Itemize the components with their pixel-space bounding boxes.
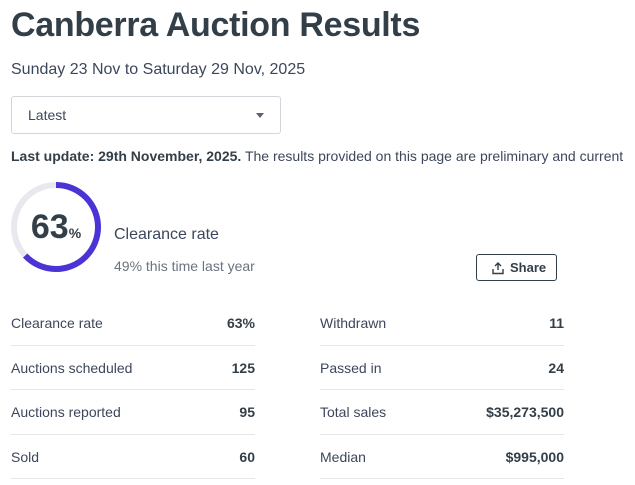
- stat-row: Auctions reported 95: [11, 390, 255, 435]
- ring-value: 63: [30, 208, 69, 246]
- stat-row: Auctions scheduled 125: [11, 346, 255, 390]
- page-title: Canberra Auction Results: [11, 6, 421, 44]
- period-select-value: Latest: [28, 107, 67, 123]
- stat-label: Auctions reported: [11, 404, 121, 420]
- ring-progress: [11, 182, 101, 272]
- stat-row: Withdrawn 11: [320, 301, 564, 346]
- stat-row: Passed in 24: [320, 346, 564, 390]
- stat-row: Clearance rate 63%: [11, 301, 255, 346]
- clearance-ring-svg: [11, 182, 101, 272]
- stat-value: 63%: [226, 315, 255, 331]
- share-button[interactable]: Share: [476, 254, 557, 281]
- stat-value: 11: [549, 315, 564, 331]
- stat-label: Passed in: [320, 359, 382, 376]
- ring-percentage: 63%: [10, 208, 102, 247]
- stat-label: Withdrawn: [320, 315, 387, 331]
- last-update-text: Last update: 29th November, 2025. The re…: [11, 148, 635, 164]
- stat-row: Sold 60: [11, 435, 255, 479]
- stat-value: 95: [239, 404, 255, 420]
- stat-label: Auctions scheduled: [11, 359, 133, 376]
- stat-label: Median: [320, 448, 366, 465]
- stat-value: $35,273,500: [486, 404, 564, 420]
- date-range: Sunday 23 Nov to Saturday 29 Nov, 2025: [11, 61, 306, 78]
- period-select[interactable]: Latest: [11, 96, 281, 134]
- stat-value: 60: [239, 448, 255, 465]
- ring-unit: %: [68, 225, 82, 241]
- stats-right-column: Withdrawn 11 Passed in 24 Total sales $3…: [320, 301, 564, 479]
- clearance-last-year: 49% this time last year: [114, 258, 255, 274]
- stat-value: 125: [231, 359, 255, 376]
- chevron-down-icon: [256, 113, 264, 118]
- stats-left-column: Clearance rate 63% Auctions scheduled 12…: [11, 301, 255, 479]
- stat-row: Total sales $35,273,500: [320, 390, 564, 435]
- clearance-rate-ring: 63%: [10, 181, 102, 273]
- stat-value: 24: [548, 359, 564, 376]
- stat-label: Total sales: [320, 404, 387, 420]
- share-icon: [492, 262, 504, 275]
- last-update-label: Last update: 29th November, 2025.: [11, 148, 242, 164]
- stat-row: Median $995,000: [320, 435, 564, 479]
- preliminary-note: The results provided on this page are pr…: [244, 148, 624, 164]
- stat-value: $995,000: [505, 448, 564, 465]
- stat-label: Clearance rate: [11, 315, 103, 331]
- clearance-rate-label: Clearance rate: [114, 226, 219, 243]
- share-button-label: Share: [510, 260, 547, 275]
- stat-label: Sold: [11, 448, 40, 465]
